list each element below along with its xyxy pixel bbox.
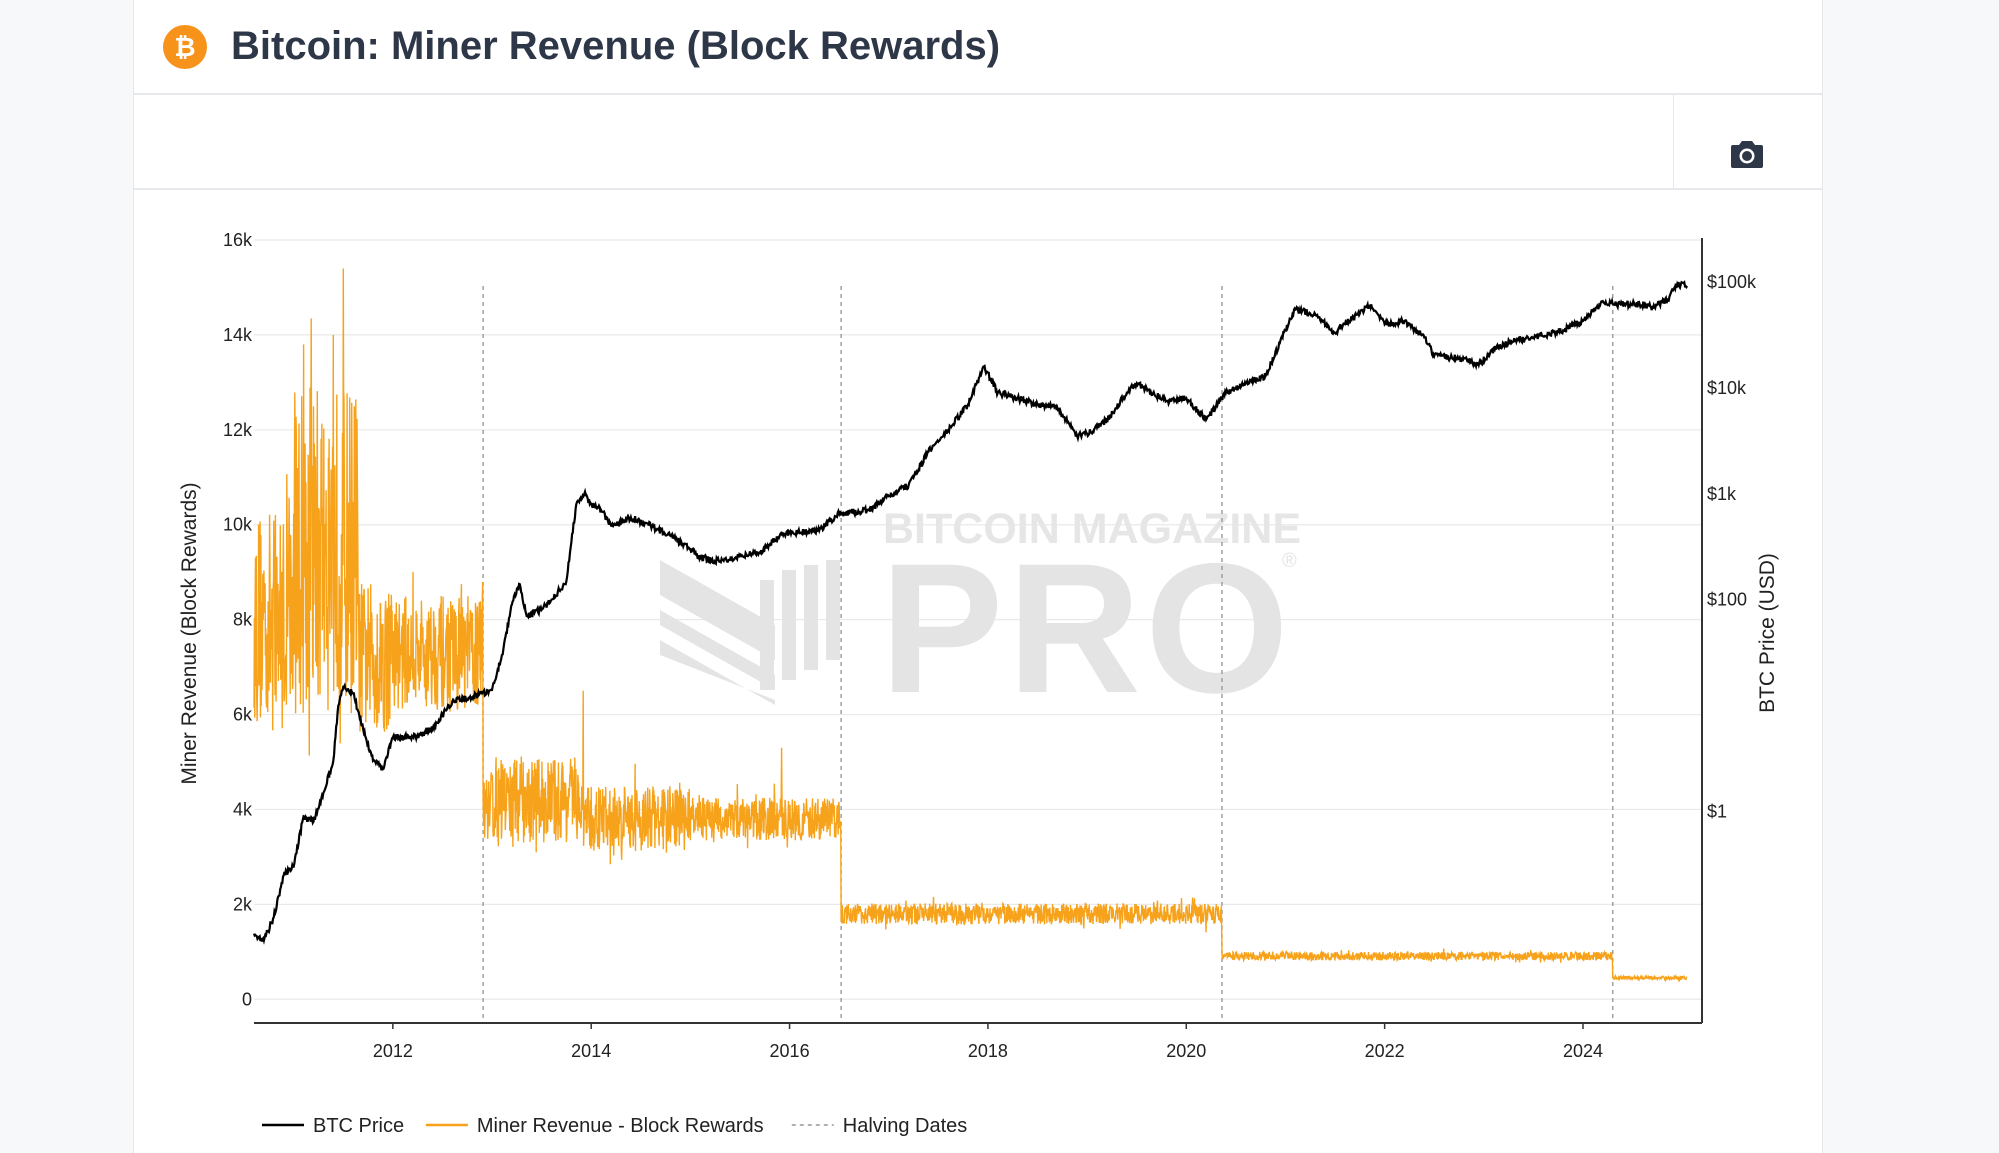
legend-label: Halving Dates <box>843 1115 968 1137</box>
miner-revenue-line <box>253 268 1688 983</box>
x-tick-label: 2014 <box>571 1041 611 1061</box>
x-tick-label: 2022 <box>1365 1041 1405 1061</box>
legend: BTC Price Miner Revenue - Block Rewards Ha… <box>262 1115 967 1137</box>
bitcoin-glyph: ₿ <box>174 33 195 63</box>
watermark-reg: ® <box>1282 550 1297 572</box>
y-left-tick-label: 12k <box>223 420 253 440</box>
btc-price-line <box>252 279 1689 945</box>
camera-icon[interactable] <box>1730 139 1764 169</box>
y-left-axis-label: Miner Revenue (Block Rewards) <box>178 482 201 784</box>
axes: 0 2k 4k 6k 8k 10k 12k 14k 16k $1 $100 $1k $10k $100k 2… <box>178 230 1779 1061</box>
card-header: ₿ Bitcoin: Miner Revenue (Block Rewards) <box>134 0 1822 95</box>
y-right-tick-label: $1k <box>1707 484 1737 504</box>
watermark-logo-mark <box>660 560 840 705</box>
y-right-tick-label: $100 <box>1707 590 1747 610</box>
page-title: Bitcoin: Miner Revenue (Block Rewards) <box>231 24 1001 68</box>
watermark-line1: BITCOIN MAGAZINE <box>883 505 1301 553</box>
y-left-tick-label: 2k <box>233 894 253 914</box>
y-left-tick-label: 6k <box>233 705 253 725</box>
toolbar-divider <box>1673 95 1674 188</box>
legend-label: Miner Revenue - Block Rewards <box>477 1115 764 1137</box>
y-left-tick-label: 0 <box>242 989 252 1009</box>
bitcoin-icon: ₿ <box>163 25 207 69</box>
miner-revenue-series <box>253 268 1688 983</box>
y-right-tick-label: $1 <box>1707 801 1727 821</box>
watermark: BITCOIN MAGAZINE PRO ® <box>660 505 1301 732</box>
watermark-line2: PRO <box>880 526 1293 732</box>
chart-toolbar <box>134 95 1822 190</box>
y-left-tick-label: 14k <box>223 325 253 345</box>
y-left-tick-label: 4k <box>233 799 253 819</box>
y-right-axis-label: BTC Price (USD) <box>1756 553 1779 713</box>
y-right-tick-label: $100k <box>1707 272 1757 292</box>
y-left-tick-label: 10k <box>223 515 253 535</box>
x-tick-label: 2020 <box>1166 1041 1206 1061</box>
x-tick-label: 2018 <box>968 1041 1008 1061</box>
x-tick-label: 2024 <box>1563 1041 1603 1061</box>
legend-label: BTC Price <box>313 1115 404 1137</box>
x-tick-label: 2012 <box>373 1041 413 1061</box>
x-tick-label: 2016 <box>770 1041 810 1061</box>
y-left-tick-label: 8k <box>233 610 253 630</box>
y-left-tick-label: 16k <box>223 230 253 250</box>
btc-price-series <box>252 279 1689 945</box>
y-right-tick-label: $10k <box>1707 378 1747 398</box>
